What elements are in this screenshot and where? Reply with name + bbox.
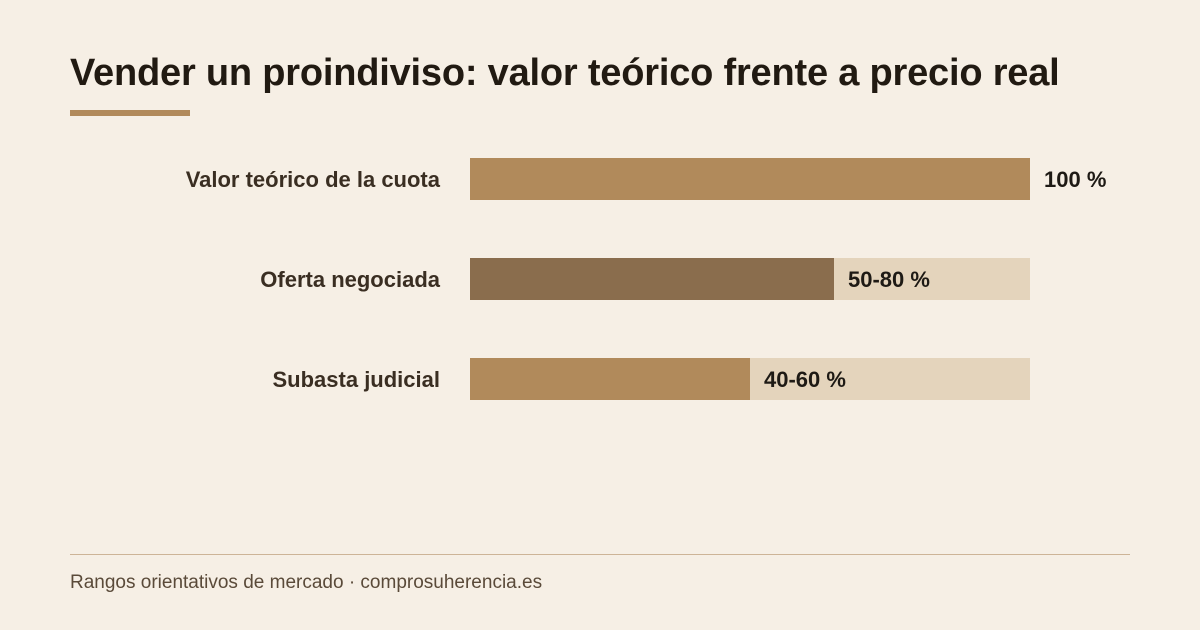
title-accent-bar xyxy=(70,110,190,116)
category-label: Valor teórico de la cuota xyxy=(186,167,441,192)
value-label: 50-80 % xyxy=(848,267,930,292)
footer-note: Rangos orientativos de mercado · compros… xyxy=(70,572,543,593)
bar xyxy=(470,258,834,300)
chart-title: Vender un proindiviso: valor teórico fre… xyxy=(70,52,1060,94)
footer-divider xyxy=(70,554,1130,555)
bar xyxy=(470,358,750,400)
category-label: Oferta negociada xyxy=(260,267,440,292)
category-label: Subasta judicial xyxy=(273,367,441,392)
bar xyxy=(470,158,1030,200)
value-label: 100 % xyxy=(1044,167,1106,192)
value-label: 40-60 % xyxy=(764,367,846,392)
